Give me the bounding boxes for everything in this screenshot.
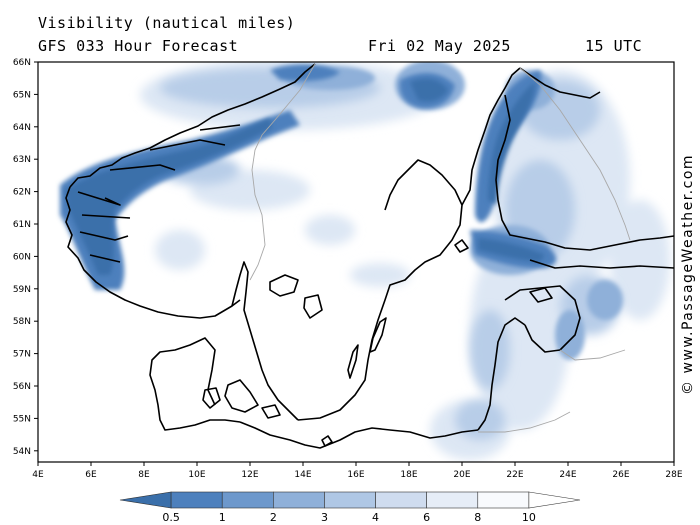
colorbar-label: 0.5 <box>162 511 180 524</box>
lon-tick-label: 28E <box>665 470 682 480</box>
coastlines <box>65 63 674 449</box>
lon-tick-label: 8E <box>138 470 150 480</box>
country-borders <box>249 63 631 433</box>
lat-tick-label: 55N <box>13 414 31 424</box>
lon-tick-label: 18E <box>400 470 417 480</box>
colorbar-label: 4 <box>372 511 379 524</box>
colorbar-segment <box>170 491 223 509</box>
lon-tick-label: 24E <box>559 470 576 480</box>
colorbar-segment <box>324 491 376 509</box>
lat-tick-label: 63N <box>13 155 31 165</box>
lat-tick-label: 56N <box>13 382 31 392</box>
colorbar-segment <box>375 491 427 509</box>
lat-tick-label: 58N <box>13 317 31 327</box>
lat-tick-label: 57N <box>13 350 31 360</box>
colorbar-label: 8 <box>474 511 481 524</box>
lon-tick-label: 16E <box>347 470 364 480</box>
model-forecast-label: GFS 033 Hour Forecast <box>38 37 239 55</box>
lon-tick-label: 26E <box>612 470 629 480</box>
visibility-field <box>60 62 670 460</box>
lat-tick-label: 66N <box>13 58 31 68</box>
lat-tick-label: 64N <box>13 123 31 133</box>
forecast-time: 15 UTC <box>585 37 643 55</box>
colorbar-segment <box>119 491 172 509</box>
colorbar-segment <box>426 491 479 509</box>
colorbar-label: 2 <box>270 511 277 524</box>
forecast-date: Fri 02 May 2025 <box>368 37 511 55</box>
lon-tick-label: 20E <box>453 470 470 480</box>
colorbar-segment <box>528 491 581 509</box>
colorbar-label: 1 <box>219 511 226 524</box>
lon-tick-label: 4E <box>32 470 44 480</box>
lat-tick-label: 54N <box>13 447 31 457</box>
colorbar-segment <box>273 491 325 509</box>
colorbar-label: 3 <box>321 511 328 524</box>
lon-tick-label: 10E <box>188 470 205 480</box>
longitude-axis: 4E 6E 8E 10E 12E 14E 16E 18E 20E 22E 24E 26E 28E <box>32 462 683 480</box>
colorbar-segment <box>221 491 274 509</box>
map-title: Visibility (nautical miles) <box>38 14 296 32</box>
lat-tick-label: 59N <box>13 285 31 295</box>
lon-tick-label: 22E <box>506 470 523 480</box>
lat-tick-label: 60N <box>13 252 31 262</box>
lat-tick-label: 62N <box>13 188 31 198</box>
latitude-axis: 66N 65N 64N 63N 62N 61N 60N 59N 58N 57N 56N 55N 54N <box>13 58 38 457</box>
lat-tick-label: 61N <box>13 220 31 230</box>
lon-tick-label: 6E <box>85 470 97 480</box>
lon-tick-label: 14E <box>294 470 311 480</box>
colorbar-label: 10 <box>522 511 536 524</box>
colorbar-segment <box>477 491 530 509</box>
lat-tick-label: 65N <box>13 90 31 100</box>
colorbar-legend: 0.5 1 2 3 4 6 8 10 <box>119 491 581 524</box>
colorbar-label: 6 <box>423 511 430 524</box>
lon-tick-label: 12E <box>241 470 258 480</box>
copyright-credit: © www.PassageWeather.com <box>680 153 696 395</box>
